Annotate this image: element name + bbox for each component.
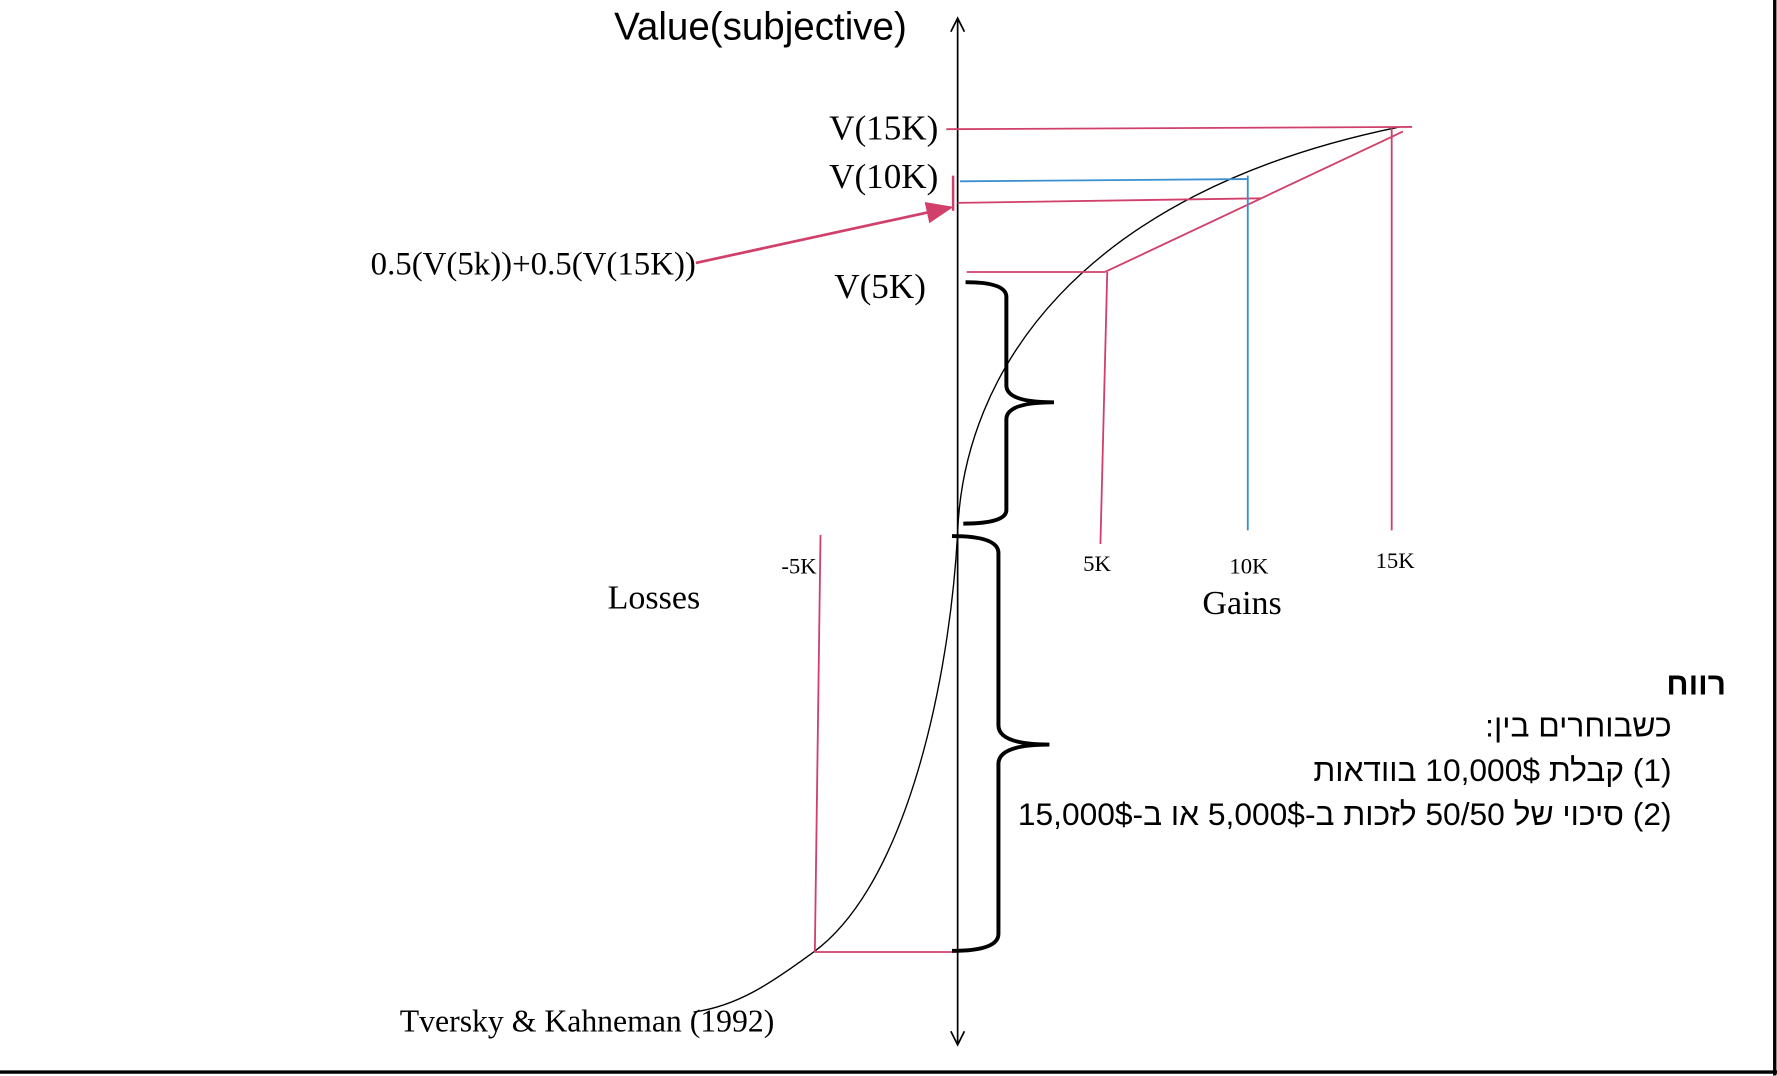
arrow-up-icon	[950, 16, 966, 33]
arrow-down-icon	[950, 1030, 966, 1047]
expected-value-guide	[957, 197, 1262, 204]
value-curve	[956, 126, 1400, 533]
hebrew-line-1: כשבוחרים בין:	[1485, 708, 1672, 744]
tick-5k: 5K	[1083, 551, 1111, 577]
tick-10k: 10K	[1229, 554, 1269, 580]
expected-value-label: 0.5(V(5k))+0.5(V(15K))	[370, 245, 696, 283]
gains-label: Gains	[1202, 584, 1282, 623]
gain-brace	[963, 280, 1054, 526]
loss-curve	[693, 532, 959, 1013]
hebrew-line-3: (2) סיכוי של 50/50 לזכות ב-5,000$ או ב-1…	[1017, 796, 1672, 832]
y-axis-label: Value(subjective)	[614, 5, 907, 49]
neg5k-guide	[813, 534, 822, 952]
v15k-label: V(15K)	[829, 107, 939, 148]
chord-line	[1104, 130, 1404, 273]
v15k-guide	[946, 126, 1413, 131]
expected-arrow	[695, 201, 954, 265]
v10k-label: V(10K)	[829, 156, 939, 197]
tick-15k: 15K	[1375, 548, 1415, 574]
loss-brace	[951, 534, 1050, 953]
hebrew-title: רווח	[1666, 666, 1727, 702]
hebrew-line-2: (1) קבלת 10,000$ בוודאות	[1313, 752, 1672, 788]
citation: Tversky & Kahneman (1992)	[399, 1004, 775, 1040]
5k-guide	[1099, 271, 1109, 545]
losses-label: Losses	[607, 579, 701, 617]
v10k-guide	[959, 178, 1248, 183]
v5k-label: V(5K)	[834, 266, 926, 306]
tick-neg5k: -5K	[781, 554, 817, 580]
